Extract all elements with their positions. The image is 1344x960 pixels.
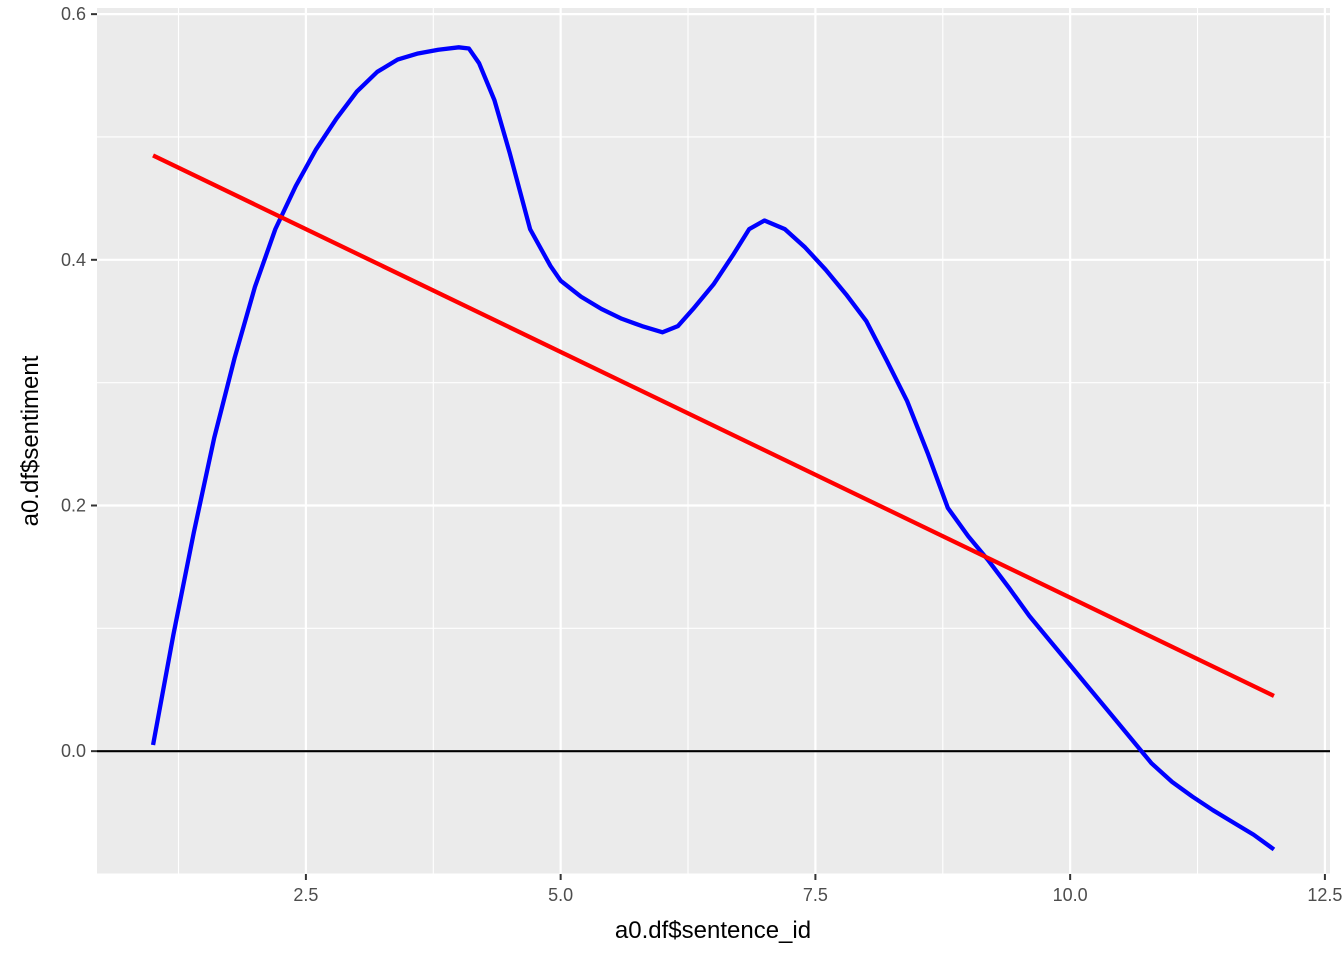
- y-tick-label: 0.6: [61, 4, 86, 24]
- x-tick-label: 12.5: [1307, 885, 1342, 905]
- series-layer: [150, 45, 1276, 852]
- x-tick-label: 2.5: [293, 885, 318, 905]
- x-axis-ticks: 2.5 5.0 7.5 10.0 12.5: [293, 874, 1342, 905]
- x-axis-title: a0.df$sentence_id: [615, 917, 811, 944]
- y-axis-ticks: 0.0 0.2 0.4 0.6: [61, 4, 97, 761]
- x-tick-label: 7.5: [803, 885, 828, 905]
- grid-minor: [97, 8, 1330, 875]
- y-tick-label: 0.0: [61, 741, 86, 761]
- y-tick-label: 0.2: [61, 495, 86, 515]
- x-tick-label: 5.0: [548, 885, 573, 905]
- linear-fit-line: [152, 153, 1275, 698]
- y-axis-title: a0.df$sentiment: [17, 355, 44, 526]
- y-tick-label: 0.4: [61, 250, 86, 270]
- plot-panel: [97, 8, 1330, 874]
- smooth-trend-line: [150, 45, 1276, 852]
- x-tick-label: 10.0: [1053, 885, 1088, 905]
